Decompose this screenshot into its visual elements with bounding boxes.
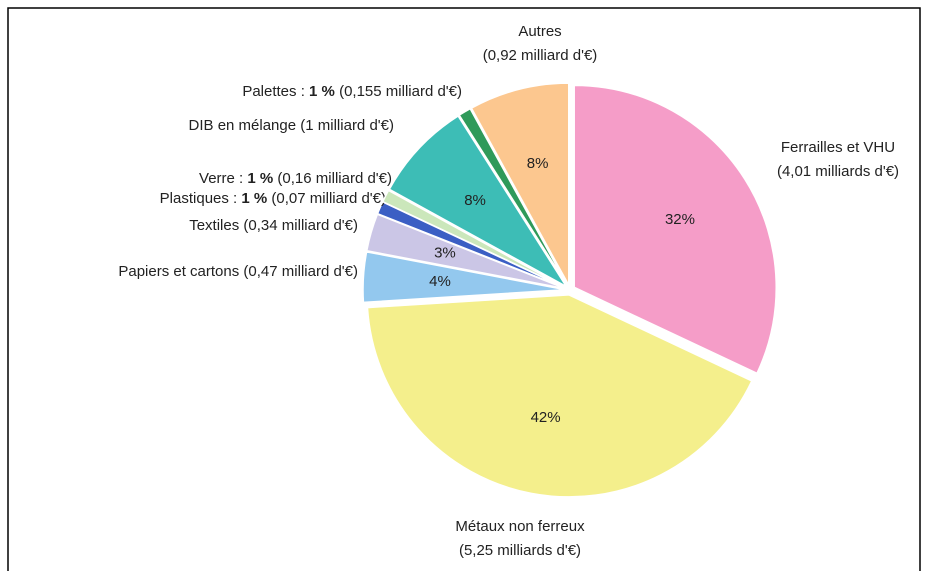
value-label: 1 %	[241, 190, 267, 207]
category-label: DIB en mélange	[189, 117, 297, 134]
pie-slice	[381, 189, 566, 289]
category-label: Papiers et cartons	[118, 263, 239, 280]
pie-slice	[470, 82, 570, 286]
category-label: Métaux non ferreux	[455, 518, 585, 535]
pie-slice	[362, 250, 566, 304]
slice-label: 4%	[429, 273, 451, 290]
amount-label: (0,155 milliard d'€)	[339, 83, 462, 100]
value-label: 1 %	[247, 170, 273, 187]
slice-label: 32%	[665, 211, 695, 228]
slice-label: 3%	[434, 245, 456, 262]
slice-name: Autres (0,92 milliard d'€)	[483, 23, 598, 64]
amount-label: (0,07 milliard d'€)	[271, 190, 386, 207]
amount-label: (0,92 milliard d'€)	[483, 47, 598, 64]
amount-label: (0,47 milliard d'€)	[243, 263, 358, 280]
slice-name: Métaux non ferreux (5,25 milliards d'€)	[455, 518, 585, 559]
slice-name: Textiles (0,34 milliard d'€)	[189, 217, 358, 234]
slice-label: 8%	[527, 155, 549, 172]
slice-label: 42%	[531, 409, 561, 426]
slice-name: Palettes : 1 % (0,155 milliard d'€)	[242, 83, 462, 100]
pie-slice	[388, 114, 567, 288]
slice-label: 8%	[464, 192, 486, 209]
category-label: Autres	[518, 23, 561, 40]
amount-label: (5,25 milliards d'€)	[459, 542, 581, 559]
category-label: Ferrailles et VHU	[781, 139, 895, 156]
value-label: 1 %	[309, 83, 335, 100]
category-label: Textiles	[189, 217, 239, 234]
slice-name: DIB en mélange (1 milliard d'€)	[189, 117, 394, 134]
category-label: Verre :	[199, 170, 243, 187]
slice-name: Ferrailles et VHU (4,01 milliards d'€)	[777, 139, 899, 180]
amount-label: (4,01 milliards d'€)	[777, 163, 899, 180]
category-label: Palettes :	[242, 83, 305, 100]
category-label: Plastiques :	[160, 190, 238, 207]
amount-label: (1 milliard d'€)	[300, 117, 394, 134]
amount-label: (0,16 milliard d'€)	[277, 170, 392, 187]
amount-label: (0,34 milliard d'€)	[243, 217, 358, 234]
slice-name: Plastiques : 1 % (0,07 milliard d'€)	[160, 190, 386, 207]
slice-name: Papiers et cartons (0,47 milliard d'€)	[118, 263, 358, 280]
pie-slice	[458, 107, 569, 287]
pie-slice	[366, 294, 753, 498]
slice-name: Verre : 1 % (0,16 milliard d'€)	[199, 170, 392, 187]
pie-slice	[573, 84, 777, 375]
